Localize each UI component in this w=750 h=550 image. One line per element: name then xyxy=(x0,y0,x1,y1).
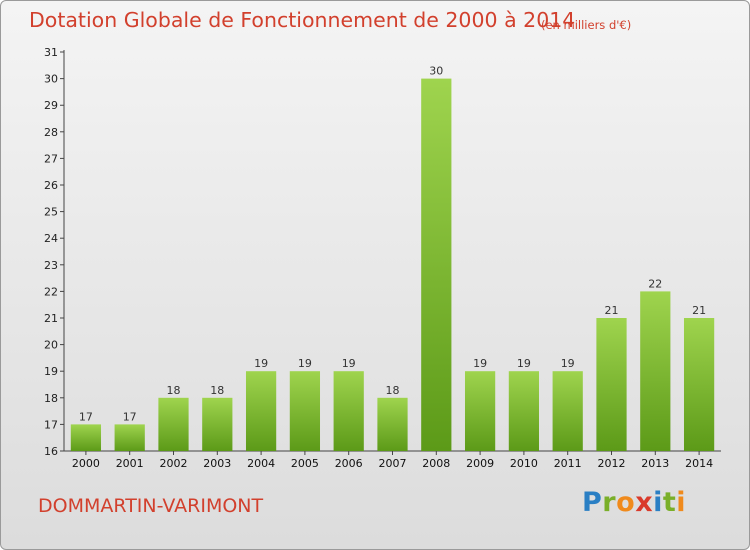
x-tick-label: 2010 xyxy=(510,457,538,470)
bar-value-label: 21 xyxy=(605,304,619,317)
y-tick-label: 28 xyxy=(44,126,58,139)
bar xyxy=(333,371,364,451)
logo-letter: P xyxy=(582,487,603,518)
x-tick-label: 2013 xyxy=(641,457,669,470)
bar-value-label: 19 xyxy=(561,357,575,370)
logo-letter: o xyxy=(616,487,636,518)
logo-letter: i xyxy=(653,487,663,518)
y-tick-label: 18 xyxy=(44,392,58,405)
x-tick-label: 2002 xyxy=(160,457,188,470)
x-tick-label: 2008 xyxy=(422,457,450,470)
y-tick-label: 16 xyxy=(44,445,58,458)
proxiti-logo: Proxiti xyxy=(582,487,686,518)
y-tick-label: 25 xyxy=(44,206,58,219)
x-tick-label: 2012 xyxy=(598,457,626,470)
chart-title: Dotation Globale de Fonctionnement de 20… xyxy=(29,8,576,32)
bar xyxy=(596,318,627,451)
y-tick-label: 27 xyxy=(44,152,58,165)
x-tick-label: 2001 xyxy=(116,457,144,470)
bar-value-label: 19 xyxy=(342,357,356,370)
x-tick-label: 2006 xyxy=(335,457,363,470)
y-tick-label: 19 xyxy=(44,365,58,378)
bar xyxy=(202,397,233,451)
x-tick-label: 2000 xyxy=(72,457,100,470)
bar xyxy=(377,397,408,451)
logo-letter: i xyxy=(676,487,687,518)
y-tick-label: 26 xyxy=(44,179,58,192)
logo-letter: x xyxy=(635,487,654,518)
bar xyxy=(552,371,583,451)
y-tick-label: 20 xyxy=(44,339,58,352)
chart-subtitle: (en milliers d'€) xyxy=(541,18,632,32)
commune-name: DOMMARTIN-VARIMONT xyxy=(38,495,264,517)
x-tick-label: 2004 xyxy=(247,457,275,470)
logo-letter: t xyxy=(662,487,677,518)
x-tick-label: 2014 xyxy=(685,457,713,470)
bar-value-label: 18 xyxy=(386,384,400,397)
bar-value-label: 30 xyxy=(429,65,443,78)
x-tick-label: 2005 xyxy=(291,457,319,470)
bar-value-label: 19 xyxy=(298,357,312,370)
y-tick-label: 30 xyxy=(44,73,58,86)
bar-value-label: 18 xyxy=(167,384,181,397)
bar-value-label: 19 xyxy=(473,357,487,370)
bar-value-label: 19 xyxy=(254,357,268,370)
bar xyxy=(508,371,540,451)
bar-value-label: 17 xyxy=(123,410,137,423)
y-tick-label: 29 xyxy=(44,99,58,112)
bar xyxy=(70,424,102,451)
bar-value-label: 22 xyxy=(648,277,662,290)
bar xyxy=(683,318,715,451)
x-tick-label: 2011 xyxy=(554,457,582,470)
bar-value-label: 21 xyxy=(692,304,706,317)
x-tick-label: 2003 xyxy=(203,457,231,470)
bar xyxy=(158,397,189,451)
y-tick-label: 21 xyxy=(44,312,58,325)
bar xyxy=(114,424,145,451)
bar xyxy=(245,371,277,451)
bar xyxy=(640,291,671,451)
x-tick-label: 2007 xyxy=(379,457,407,470)
y-tick-label: 31 xyxy=(44,46,58,59)
y-tick-label: 22 xyxy=(44,285,58,298)
logo-letter: r xyxy=(602,487,617,518)
bar-value-label: 19 xyxy=(517,357,531,370)
y-tick-label: 17 xyxy=(44,418,58,431)
bar xyxy=(421,78,452,451)
bar xyxy=(289,371,321,451)
y-tick-label: 23 xyxy=(44,259,58,272)
y-tick-label: 24 xyxy=(44,232,58,245)
bar-value-label: 17 xyxy=(79,410,93,423)
bar xyxy=(464,371,496,451)
x-tick-label: 2009 xyxy=(466,457,494,470)
bar-value-label: 18 xyxy=(210,384,224,397)
